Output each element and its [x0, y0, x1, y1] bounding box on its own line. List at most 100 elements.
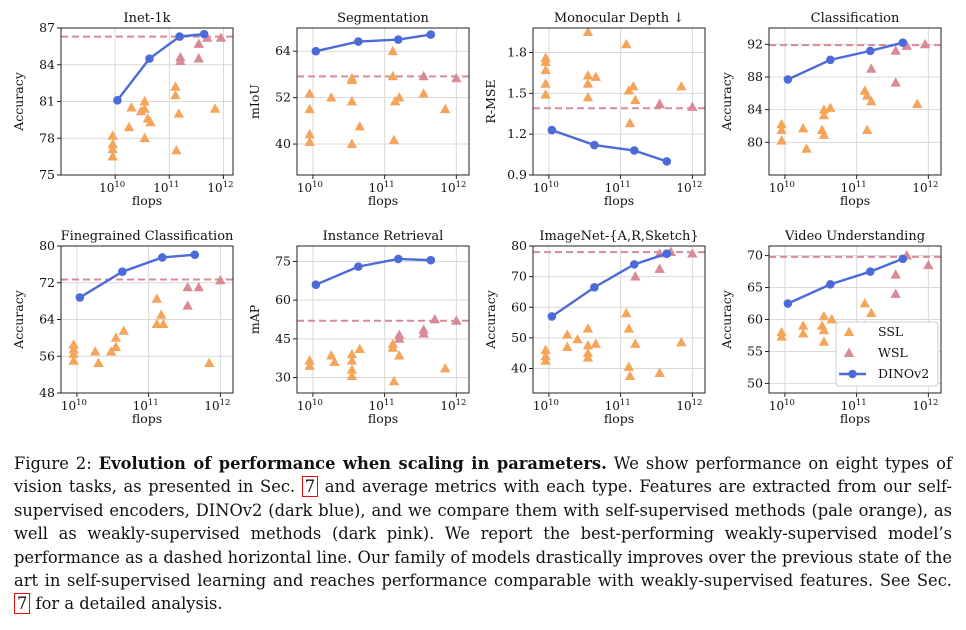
x-axis-label: flops	[132, 193, 162, 208]
ssl-point	[540, 344, 551, 355]
dinov2-point	[113, 95, 122, 105]
ssl-point	[621, 307, 632, 318]
ssl-point	[123, 121, 135, 132]
y-tick-label: 80	[511, 238, 527, 253]
wsl-point	[394, 329, 405, 339]
ssl-point	[93, 357, 104, 368]
ssl-point	[107, 151, 118, 161]
ssl-point	[582, 352, 594, 362]
chart-title: Monocular Depth ↓	[554, 11, 684, 26]
x-tick-label: 1010	[769, 180, 795, 195]
wsl-point	[175, 55, 186, 65]
ssl-point	[170, 89, 181, 100]
wsl-point	[919, 38, 931, 49]
ssl-point	[440, 363, 451, 373]
dinov2-line	[787, 41, 904, 81]
ssl-point	[676, 337, 687, 347]
ssl-point	[326, 350, 337, 360]
ssl-point	[346, 96, 358, 106]
y-axis-label: Accuracy	[483, 289, 498, 350]
ssl-point	[572, 333, 583, 344]
x-tick-label: 1010	[533, 398, 559, 413]
y-tick-label: 40	[511, 361, 527, 376]
chart-title: Segmentation	[337, 11, 429, 26]
ssl-point	[590, 71, 601, 81]
ssl-point	[346, 72, 358, 83]
y-tick-label: 30	[275, 370, 291, 385]
plot-frame	[532, 245, 706, 394]
ssl-point	[582, 91, 594, 102]
ssl-point	[540, 56, 551, 66]
y-tick-label: 78	[39, 130, 55, 145]
legend: SSL WSL DINOv2	[835, 321, 939, 387]
section-link[interactable]: 7	[14, 593, 31, 615]
legend-wsl-marker	[843, 347, 855, 357]
dinov2-point	[311, 46, 321, 56]
y-tick-label: 0.9	[507, 167, 527, 182]
wsl-point	[654, 98, 665, 109]
section-link[interactable]: 7	[301, 476, 319, 498]
ssl-point	[304, 360, 315, 370]
wsl-point	[182, 281, 193, 292]
ssl-point	[540, 78, 551, 88]
figure-caption: Figure 2: Evolution of performance when …	[14, 452, 952, 616]
ssl-point	[776, 331, 787, 341]
wsl-point	[182, 300, 193, 310]
plot-frame	[296, 245, 470, 394]
dinov2-point	[393, 254, 403, 264]
ssl-point	[107, 143, 118, 154]
ssl-point	[816, 124, 828, 134]
ssl-point	[582, 78, 594, 88]
ssl-point	[776, 118, 787, 129]
wsl-point	[451, 72, 462, 83]
dinov2-line	[79, 253, 195, 299]
y-tick-label: 1.8	[507, 45, 527, 60]
ssl-point	[304, 355, 315, 365]
ssl-point	[540, 355, 551, 365]
x-tick-label: 1012	[912, 180, 938, 195]
ssl-point	[654, 367, 665, 377]
x-axis-label: flops	[368, 411, 398, 426]
dinov2-point	[865, 46, 875, 56]
wsl-point	[193, 38, 204, 48]
y-tick-label: 50	[747, 375, 763, 390]
dinov2-line	[116, 32, 205, 102]
ssl-point	[540, 89, 551, 99]
y-tick-label: 70	[747, 248, 763, 263]
ssl-point	[326, 92, 337, 102]
y-tick-label: 60	[511, 299, 527, 314]
dinov2-point	[826, 55, 835, 65]
ssl-point	[346, 348, 358, 359]
ssl-point	[139, 103, 150, 113]
wsl-point	[193, 53, 204, 63]
ssl-point	[346, 364, 358, 374]
ssl-point	[126, 102, 137, 112]
ssl-point	[623, 361, 635, 371]
ssl-point	[209, 103, 221, 113]
wsl-point	[654, 263, 665, 273]
dinov2-point	[145, 54, 154, 63]
dinov2-point	[629, 260, 639, 269]
dinov2-point	[75, 293, 85, 302]
dinov2-point	[898, 38, 908, 47]
dinov2-point	[175, 32, 184, 41]
dinov2-point	[118, 267, 127, 277]
ssl-point	[630, 94, 641, 105]
ssl-point	[354, 343, 365, 354]
ssl-point	[346, 370, 358, 381]
ssl-point	[826, 314, 837, 324]
y-tick-label: 56	[39, 348, 55, 363]
ssl-point	[387, 45, 399, 56]
ssl-point	[139, 96, 150, 106]
ssl-point	[107, 138, 118, 149]
ssl-point	[582, 323, 594, 333]
x-axis-label: flops	[840, 411, 870, 426]
ssl-point	[68, 355, 79, 365]
ssl-point	[676, 81, 687, 91]
y-tick-label: 48	[39, 385, 55, 400]
dinov2-point	[157, 253, 167, 262]
wsl-point	[429, 314, 440, 324]
wsl-point	[418, 328, 429, 338]
